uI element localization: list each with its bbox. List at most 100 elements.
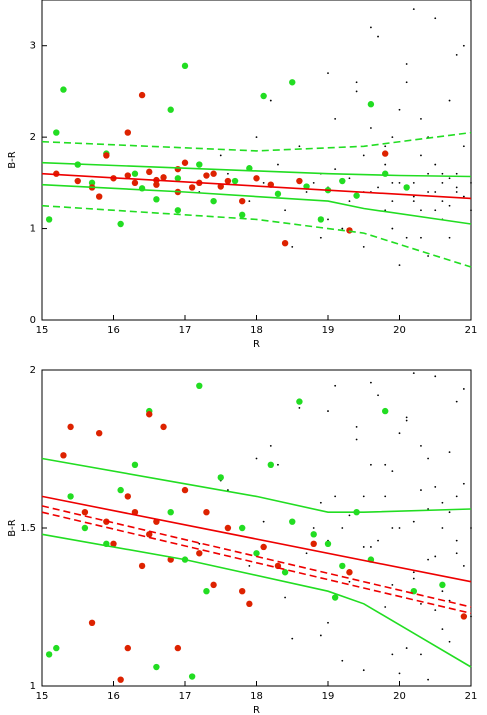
- cluster-point: [131, 461, 139, 468]
- star-dot: [355, 90, 358, 93]
- star-dot: [434, 486, 437, 488]
- star-dot: [434, 609, 437, 612]
- cluster-point: [460, 613, 468, 620]
- x-axis-label: R: [253, 339, 260, 350]
- star-dot: [427, 457, 429, 460]
- star-dot: [448, 640, 451, 643]
- star-dot: [384, 463, 387, 466]
- y-axis-label: B-R: [7, 151, 18, 168]
- star-dot: [427, 191, 429, 193]
- x-tick-label: 21: [465, 691, 478, 702]
- star-dot: [377, 394, 379, 397]
- cluster-point: [160, 174, 167, 181]
- star-dot: [441, 200, 444, 203]
- fit-line: [41, 495, 472, 583]
- star-dot: [362, 245, 365, 248]
- cluster-point: [174, 644, 182, 652]
- cluster-point: [403, 184, 410, 191]
- star-dot: [312, 181, 315, 184]
- star-dot: [434, 209, 437, 212]
- fit-line: [41, 172, 472, 200]
- star-dot: [334, 495, 337, 498]
- cluster-point: [346, 569, 353, 576]
- cluster-point: [224, 524, 232, 532]
- y-tick-label: 1.5: [20, 523, 36, 534]
- cluster-point: [367, 101, 375, 108]
- cluster-point: [131, 170, 139, 177]
- cluster-point: [239, 197, 246, 205]
- star-dot: [427, 255, 429, 257]
- y-tick-label: 0: [30, 315, 36, 326]
- cluster-point: [289, 518, 296, 525]
- star-dot: [327, 218, 329, 221]
- fit-line: [41, 457, 472, 513]
- star-dot: [470, 181, 472, 184]
- star-dot: [255, 457, 258, 460]
- cluster-point: [60, 452, 67, 459]
- star-dot: [405, 81, 408, 84]
- cluster-point: [210, 170, 217, 177]
- star-dot: [291, 637, 294, 640]
- cluster-point: [439, 581, 446, 589]
- cluster-point: [188, 673, 196, 680]
- cluster-point: [117, 676, 124, 683]
- star-dot: [298, 407, 301, 409]
- star-dot: [398, 527, 401, 529]
- cluster-point: [253, 550, 260, 557]
- star-dot: [277, 463, 279, 466]
- cluster-point: [339, 562, 346, 570]
- cluster-point: [324, 540, 332, 547]
- cluster-point: [81, 524, 89, 532]
- cluster-point: [260, 92, 267, 100]
- star-dot: [462, 388, 465, 390]
- star-dot: [305, 552, 308, 555]
- cluster-point: [124, 644, 131, 652]
- fit-line: [41, 533, 472, 668]
- star-dot: [362, 669, 365, 672]
- star-dot: [405, 236, 408, 239]
- star-dot: [248, 200, 251, 203]
- star-dot: [434, 17, 437, 20]
- star-dot: [262, 520, 265, 523]
- star-dot: [412, 577, 415, 580]
- star-dot: [405, 419, 408, 422]
- star-dot: [227, 172, 229, 175]
- cluster-point: [267, 461, 274, 468]
- cluster-point: [146, 168, 153, 176]
- star-dot: [448, 204, 451, 207]
- cluster-point: [210, 197, 217, 205]
- cluster-point: [181, 486, 189, 494]
- star-dot: [327, 621, 329, 624]
- cluster-point: [153, 196, 160, 203]
- cluster-point: [174, 175, 182, 182]
- star-dot: [420, 444, 422, 447]
- cluster-point: [188, 184, 196, 191]
- fit-line: [41, 505, 472, 608]
- x-tick-label: 18: [250, 691, 263, 702]
- star-dot: [269, 444, 272, 447]
- star-dot: [284, 209, 286, 212]
- cluster-point: [181, 62, 189, 70]
- cluster-point: [88, 179, 96, 187]
- star-dot: [355, 81, 358, 84]
- x-tick-label: 20: [393, 691, 406, 702]
- x-tick-label: 18: [250, 325, 263, 336]
- cluster-point: [74, 177, 81, 185]
- star-dot: [441, 172, 444, 175]
- cluster-point: [60, 86, 67, 93]
- cluster-point: [296, 177, 303, 185]
- star-dot: [327, 410, 329, 412]
- star-dot: [420, 489, 422, 491]
- cluster-point: [239, 524, 246, 532]
- star-dot: [348, 177, 351, 180]
- plot-frame: [41, 0, 472, 321]
- star-dot: [455, 191, 458, 193]
- star-dot: [370, 127, 372, 129]
- cluster-point: [88, 619, 96, 626]
- star-dot: [470, 527, 472, 529]
- cluster-point: [67, 493, 74, 500]
- star-dot: [384, 145, 387, 148]
- cluster-point: [153, 663, 160, 671]
- cluster-point: [174, 165, 182, 173]
- star-dot: [370, 381, 372, 384]
